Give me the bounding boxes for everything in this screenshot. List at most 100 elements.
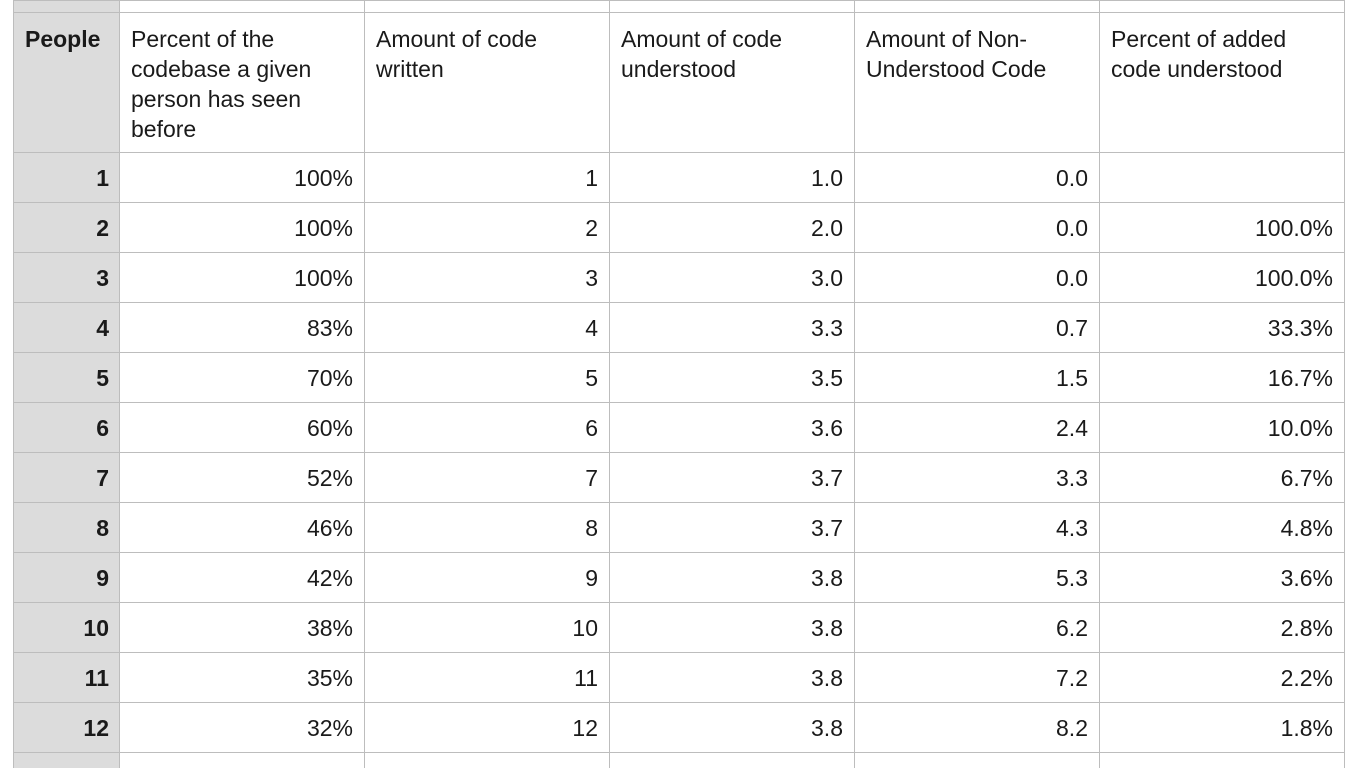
table-cell[interactable]: 32%: [119, 702, 365, 753]
table-cell[interactable]: 3.6%: [1099, 552, 1345, 603]
table-cell[interactable]: [119, 752, 365, 768]
table-cell[interactable]: 7: [364, 452, 610, 503]
table-cell[interactable]: 10: [364, 602, 610, 653]
column-header-non-understood[interactable]: Amount of Non-Understood Code: [854, 12, 1100, 153]
table-cell[interactable]: 11: [364, 652, 610, 703]
table-cell[interactable]: 35%: [119, 652, 365, 703]
table-row: 1 100% 1 1.0 0.0: [13, 152, 1345, 203]
table-cell[interactable]: 3.8: [609, 702, 855, 753]
table-cell[interactable]: 10.0%: [1099, 402, 1345, 453]
top-partial-row: [13, 0, 1345, 13]
table-cell[interactable]: [1099, 152, 1345, 203]
row-header-cell[interactable]: 8: [13, 502, 120, 553]
table-cell[interactable]: 2.4: [854, 402, 1100, 453]
row-header-cell[interactable]: 4: [13, 302, 120, 353]
row-header-cell[interactable]: [13, 752, 120, 768]
table-cell[interactable]: [609, 752, 855, 768]
table-cell[interactable]: 1: [364, 152, 610, 203]
table-cell[interactable]: 3.0: [609, 252, 855, 303]
table-cell[interactable]: 4: [364, 302, 610, 353]
table-row: 8 46% 8 3.7 4.3 4.8%: [13, 502, 1345, 553]
table-cell[interactable]: 3: [364, 252, 610, 303]
table-cell[interactable]: 5.3: [854, 552, 1100, 603]
table-cell[interactable]: 3.8: [609, 552, 855, 603]
column-header-code-written[interactable]: Amount of code written: [364, 12, 610, 153]
table-cell[interactable]: 70%: [119, 352, 365, 403]
row-header-cell[interactable]: 12: [13, 702, 120, 753]
table-cell[interactable]: 38%: [119, 602, 365, 653]
table-cell[interactable]: 4.8%: [1099, 502, 1345, 553]
row-header-cell[interactable]: 5: [13, 352, 120, 403]
table-cell[interactable]: 0.0: [854, 202, 1100, 253]
table-row: 4 83% 4 3.3 0.7 33.3%: [13, 302, 1345, 353]
data-table: People Percent of the codebase a given p…: [13, 0, 1345, 768]
table-cell[interactable]: [119, 0, 365, 13]
row-header-cell[interactable]: 7: [13, 452, 120, 503]
table-cell[interactable]: [364, 752, 610, 768]
row-header-cell[interactable]: 9: [13, 552, 120, 603]
row-header-cell[interactable]: 11: [13, 652, 120, 703]
table-cell[interactable]: 2.2%: [1099, 652, 1345, 703]
table-cell[interactable]: 2: [364, 202, 610, 253]
column-header-people[interactable]: People: [13, 12, 120, 153]
table-cell[interactable]: 3.7: [609, 452, 855, 503]
table-cell[interactable]: 100%: [119, 202, 365, 253]
table-cell[interactable]: 60%: [119, 402, 365, 453]
table-cell[interactable]: 100.0%: [1099, 202, 1345, 253]
table-cell[interactable]: 3.3: [609, 302, 855, 353]
table-cell[interactable]: 100%: [119, 152, 365, 203]
table-cell[interactable]: 3.7: [609, 502, 855, 553]
table-cell[interactable]: 1.8%: [1099, 702, 1345, 753]
row-header-cell[interactable]: 10: [13, 602, 120, 653]
table-cell[interactable]: [1099, 0, 1345, 13]
column-header-percent-seen[interactable]: Percent of the codebase a given person h…: [119, 12, 365, 153]
table-row: 3 100% 3 3.0 0.0 100.0%: [13, 252, 1345, 303]
table-cell[interactable]: 0.0: [854, 152, 1100, 203]
table-cell[interactable]: 1.5: [854, 352, 1100, 403]
table-cell[interactable]: 42%: [119, 552, 365, 603]
table-cell[interactable]: 12: [364, 702, 610, 753]
table-cell[interactable]: 52%: [119, 452, 365, 503]
table-cell[interactable]: [364, 0, 610, 13]
table-cell[interactable]: 4.3: [854, 502, 1100, 553]
table-row: 5 70% 5 3.5 1.5 16.7%: [13, 352, 1345, 403]
table-cell[interactable]: 16.7%: [1099, 352, 1345, 403]
table-cell[interactable]: 9: [364, 552, 610, 603]
table-cell[interactable]: 7.2: [854, 652, 1100, 703]
table-cell[interactable]: 3.5: [609, 352, 855, 403]
table-cell[interactable]: 2.8%: [1099, 602, 1345, 653]
table-cell[interactable]: 3.3: [854, 452, 1100, 503]
column-header-percent-added-understood[interactable]: Percent of added code understood: [1099, 12, 1345, 153]
table-cell[interactable]: 100%: [119, 252, 365, 303]
table-cell[interactable]: 83%: [119, 302, 365, 353]
table-cell[interactable]: 100.0%: [1099, 252, 1345, 303]
table-row: 11 35% 11 3.8 7.2 2.2%: [13, 652, 1345, 703]
table-cell[interactable]: 6.2: [854, 602, 1100, 653]
table-cell[interactable]: 1.0: [609, 152, 855, 203]
table-cell[interactable]: 3.8: [609, 652, 855, 703]
column-header-code-understood[interactable]: Amount of code understood: [609, 12, 855, 153]
left-gutter: [0, 0, 13, 768]
table-cell[interactable]: 2.0: [609, 202, 855, 253]
row-header-cell[interactable]: [13, 0, 120, 13]
table-cell[interactable]: [854, 0, 1100, 13]
row-header-cell[interactable]: 3: [13, 252, 120, 303]
table-cell[interactable]: 8.2: [854, 702, 1100, 753]
row-header-cell[interactable]: 2: [13, 202, 120, 253]
table-cell[interactable]: 0.7: [854, 302, 1100, 353]
table-cell[interactable]: 3.6: [609, 402, 855, 453]
table-cell[interactable]: 6.7%: [1099, 452, 1345, 503]
table-cell[interactable]: 46%: [119, 502, 365, 553]
row-header-cell[interactable]: 6: [13, 402, 120, 453]
table-cell[interactable]: 3.8: [609, 602, 855, 653]
table-cell[interactable]: 8: [364, 502, 610, 553]
table-cell[interactable]: [854, 752, 1100, 768]
table-cell[interactable]: 0.0: [854, 252, 1100, 303]
table-cell[interactable]: [1099, 752, 1345, 768]
table-cell[interactable]: 5: [364, 352, 610, 403]
table-cell[interactable]: [609, 0, 855, 13]
table-cell[interactable]: 33.3%: [1099, 302, 1345, 353]
table-cell[interactable]: 6: [364, 402, 610, 453]
table-row: 10 38% 10 3.8 6.2 2.8%: [13, 602, 1345, 653]
row-header-cell[interactable]: 1: [13, 152, 120, 203]
